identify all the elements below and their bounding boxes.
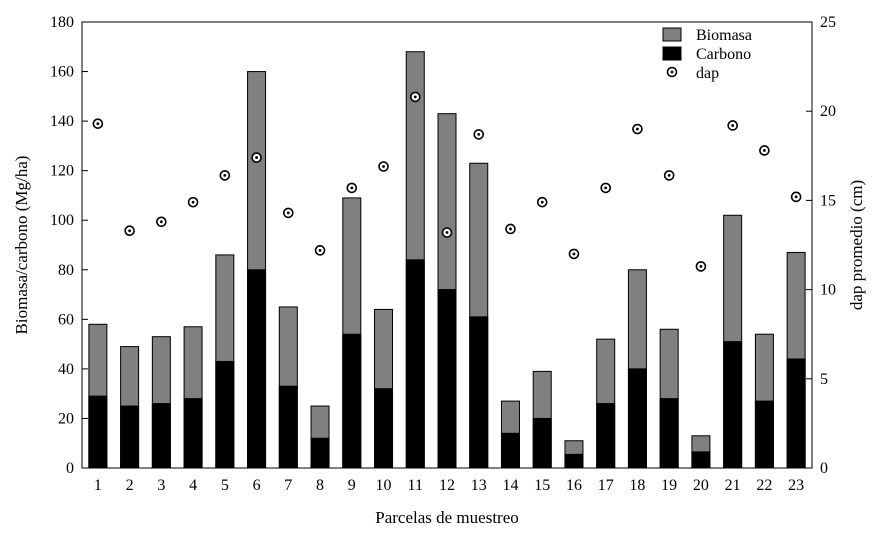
dap-point-center	[509, 227, 512, 231]
dap-points-layer	[92, 91, 802, 272]
dap-point-center	[159, 220, 163, 224]
x-tick-label: 18	[629, 477, 645, 494]
dap-point-center	[445, 231, 449, 234]
carbono-bar	[659, 398, 679, 469]
dap-point-center	[350, 186, 354, 190]
x-tick-label: 17	[598, 477, 614, 494]
carbono-bar	[723, 341, 743, 469]
y2-tick-label: 0	[820, 460, 828, 477]
y-tick-label: 40	[58, 361, 74, 378]
carbono-bar	[500, 432, 520, 469]
y-axis-label: Biomasa/carbono (Mg/ha)	[12, 156, 31, 335]
dap-point-center	[636, 127, 639, 131]
carbono-bar	[120, 405, 140, 469]
carbono-bar	[627, 368, 647, 469]
x-tick-label: 13	[471, 477, 487, 494]
x-tick-label: 7	[284, 477, 292, 494]
legend-marker-dap-center	[670, 70, 674, 74]
x-tick-label: 11	[408, 477, 423, 494]
dap-point-center	[413, 95, 417, 99]
carbono-bar	[151, 403, 171, 469]
y-tick-label: 0	[66, 460, 74, 477]
carbono-bar	[437, 289, 457, 469]
x-tick-label: 6	[253, 477, 261, 494]
dap-point-center	[255, 156, 258, 159]
x-tick-label: 16	[566, 477, 582, 494]
dap-point-center	[667, 174, 671, 177]
x-tick-label: 1	[94, 477, 102, 494]
x-tick-label: 5	[221, 477, 229, 494]
carbono-bar	[532, 417, 552, 469]
x-tick-label: 3	[157, 477, 165, 494]
y-tick-label: 100	[50, 212, 74, 229]
legend-label-carbono: Carbono	[696, 46, 751, 63]
dap-point-center	[286, 211, 290, 215]
y-tick-label: 20	[58, 410, 74, 427]
y-tick-label: 60	[58, 311, 74, 328]
legend-label-biomasa: Biomasa	[696, 27, 752, 44]
y2-axis-label: dap promedio (cm)	[847, 180, 866, 310]
dap-point-center	[794, 195, 798, 199]
carbono-bar	[374, 388, 394, 469]
legend-swatch-biomasa	[662, 27, 682, 42]
carbono-bar	[88, 395, 108, 469]
dap-point-center	[382, 165, 385, 168]
x-axis-label: Parcelas de muestreo	[375, 508, 519, 527]
y2-tick-label: 10	[820, 282, 836, 299]
carbono-bar	[342, 333, 362, 469]
legend-label-dap: dap	[696, 65, 719, 82]
dap-point-center	[96, 122, 100, 126]
dap-point-center	[318, 248, 322, 252]
x-tick-label: 8	[316, 477, 324, 494]
x-tick-label: 12	[439, 477, 455, 494]
dap-point-center	[223, 174, 227, 177]
x-tick-label: 19	[661, 477, 677, 494]
carbono-bar	[247, 269, 267, 469]
dap-point-center	[540, 200, 544, 204]
legend: Biomasa Carbono dap	[662, 27, 752, 82]
carbono-bar	[183, 398, 203, 469]
x-tick-label: 10	[376, 477, 392, 494]
carbono-bar	[754, 400, 774, 469]
dap-point-center	[731, 124, 735, 127]
dap-point-center	[572, 252, 576, 256]
y-tick-label: 160	[50, 64, 74, 81]
x-tick-label: 23	[788, 477, 804, 494]
carbono-bar	[469, 316, 489, 469]
carbono-bar	[405, 259, 425, 469]
y2-tick-label: 20	[820, 103, 836, 120]
dap-point-center	[762, 149, 766, 152]
dap-point-center	[699, 265, 703, 268]
y-tick-label: 80	[58, 262, 74, 279]
dap-point-center	[477, 132, 481, 136]
legend-swatch-carbono	[662, 46, 682, 61]
carbono-bar	[278, 385, 298, 469]
y-tick-label: 120	[50, 163, 74, 180]
x-tick-label: 20	[693, 477, 709, 494]
x-tick-label: 21	[725, 477, 741, 494]
y2-tick-label: 5	[820, 371, 828, 388]
y2-tick-label: 15	[820, 192, 836, 209]
dap-point-center	[128, 229, 132, 233]
bars-layer	[88, 51, 806, 469]
x-tick-label: 2	[126, 477, 134, 494]
y-tick-label: 180	[50, 14, 74, 31]
y-tick-label: 140	[50, 113, 74, 130]
carbono-bar	[215, 360, 235, 469]
x-tick-label: 9	[348, 477, 356, 494]
x-tick-label: 4	[189, 477, 197, 494]
carbono-bar	[596, 403, 616, 469]
x-tick-label: 15	[534, 477, 550, 494]
x-tick-label: 14	[502, 477, 518, 494]
carbono-bar	[786, 358, 806, 469]
dap-point-center	[604, 186, 608, 190]
y2-tick-label: 25	[820, 14, 836, 31]
x-tick-label: 22	[756, 477, 772, 494]
dap-point-center	[191, 200, 195, 204]
